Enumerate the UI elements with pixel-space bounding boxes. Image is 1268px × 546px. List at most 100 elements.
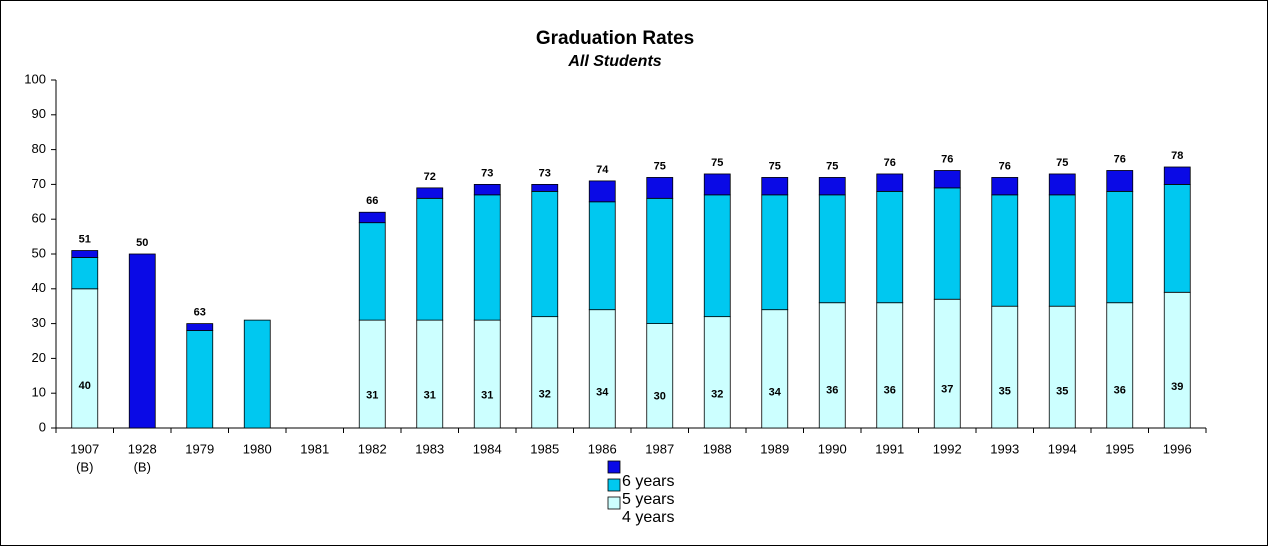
x-tick-label: 1982 — [358, 441, 387, 456]
value-label: 36 — [826, 384, 838, 396]
legend-label: 4 years — [622, 509, 674, 526]
total-label: 51 — [79, 233, 91, 245]
bar-segment — [473, 183, 501, 196]
total-label: 75 — [1056, 157, 1068, 169]
bar-segment — [876, 302, 904, 429]
x-tick-note: (B) — [76, 459, 93, 474]
bar-segment — [761, 309, 789, 429]
bar-segment — [71, 288, 99, 429]
value-label: 34 — [596, 386, 609, 398]
total-label: 78 — [1171, 150, 1183, 162]
y-tick-label: 20 — [32, 350, 46, 365]
x-tick-label: 1980 — [243, 441, 272, 456]
bar-segment — [1048, 305, 1076, 429]
bar-segment — [703, 173, 731, 196]
y-tick-label: 30 — [32, 315, 46, 330]
value-label: 30 — [654, 391, 666, 403]
x-tick-label: 1987 — [645, 441, 674, 456]
bar-segment — [588, 180, 616, 203]
bar-segment — [703, 194, 731, 318]
bar-segment — [588, 309, 616, 429]
bar-segment — [1106, 302, 1134, 429]
x-tick-label: 1996 — [1163, 441, 1192, 456]
bar-segment — [1106, 170, 1134, 192]
total-label: 50 — [136, 237, 148, 249]
bar-segment — [531, 183, 559, 192]
bar-segment — [71, 250, 99, 258]
bar-segment — [416, 319, 444, 429]
bar-segment — [818, 177, 846, 196]
legend-swatch — [607, 496, 621, 510]
bar-segment — [186, 330, 214, 429]
bar-segment — [1106, 190, 1134, 304]
bar-segment — [876, 173, 904, 192]
legend-label: 6 years — [622, 473, 674, 490]
y-tick-label: 0 — [39, 419, 46, 434]
total-label: 75 — [654, 160, 666, 172]
y-tick-label: 90 — [32, 106, 46, 121]
x-tick-label: 1981 — [300, 441, 329, 456]
y-tick-label: 40 — [32, 280, 46, 295]
total-label: 73 — [539, 167, 551, 179]
total-label: 76 — [884, 157, 896, 169]
x-tick-label: 1989 — [760, 441, 789, 456]
total-label: 72 — [424, 171, 436, 183]
bar-segment — [416, 187, 444, 199]
value-label: 35 — [1056, 385, 1068, 397]
bar-segment — [646, 197, 674, 325]
bar-segment — [761, 194, 789, 311]
value-label: 34 — [769, 386, 782, 398]
total-label: 75 — [711, 157, 723, 169]
x-tick-label: 1992 — [933, 441, 962, 456]
bar-segment — [991, 194, 1019, 307]
bar-segment — [646, 323, 674, 429]
bar-segment — [991, 177, 1019, 196]
bar-segment — [1163, 166, 1191, 185]
x-tick-label: 1928 — [128, 441, 157, 456]
value-label: 31 — [481, 390, 493, 402]
value-label: 32 — [539, 388, 551, 400]
bar-segment — [358, 222, 386, 321]
total-label: 75 — [826, 160, 838, 172]
bar-segment — [186, 323, 214, 331]
bar-segment — [71, 257, 99, 290]
x-tick-label: 1994 — [1048, 441, 1077, 456]
total-label: 74 — [596, 164, 609, 176]
bar-segment — [876, 190, 904, 304]
bar-segment — [1163, 183, 1191, 293]
total-label: 63 — [194, 307, 206, 319]
bar-segment — [703, 316, 731, 429]
bar-segment — [128, 253, 156, 429]
x-tick-label: 1995 — [1105, 441, 1134, 456]
x-tick-label: 1988 — [703, 441, 732, 456]
value-label: 32 — [711, 388, 723, 400]
bar-segment — [531, 316, 559, 429]
total-label: 76 — [1114, 153, 1126, 165]
value-label: 36 — [884, 384, 896, 396]
y-tick-label: 10 — [32, 385, 46, 400]
bar-segment — [761, 177, 789, 196]
bar-segment — [1048, 173, 1076, 196]
value-label: 31 — [424, 390, 436, 402]
bar-segment — [473, 194, 501, 321]
total-label: 76 — [941, 153, 953, 165]
bar-segment — [991, 305, 1019, 429]
x-tick-label: 1985 — [530, 441, 559, 456]
legend-swatch — [607, 460, 621, 474]
x-tick-label: 1990 — [818, 441, 847, 456]
x-tick-label: 1984 — [473, 441, 502, 456]
x-tick-note: (B) — [134, 459, 151, 474]
bar-segment — [588, 201, 616, 311]
bar-segment — [416, 197, 444, 321]
y-tick-label: 60 — [32, 211, 46, 226]
y-tick-label: 100 — [24, 71, 46, 86]
chart-title: Graduation Rates — [536, 28, 694, 49]
bar-segment — [1163, 291, 1191, 429]
bar-segment — [358, 319, 386, 429]
bar-segment — [473, 319, 501, 429]
bar-segment — [818, 194, 846, 304]
value-label: 37 — [941, 383, 953, 395]
x-tick-label: 1986 — [588, 441, 617, 456]
value-label: 40 — [79, 380, 91, 392]
